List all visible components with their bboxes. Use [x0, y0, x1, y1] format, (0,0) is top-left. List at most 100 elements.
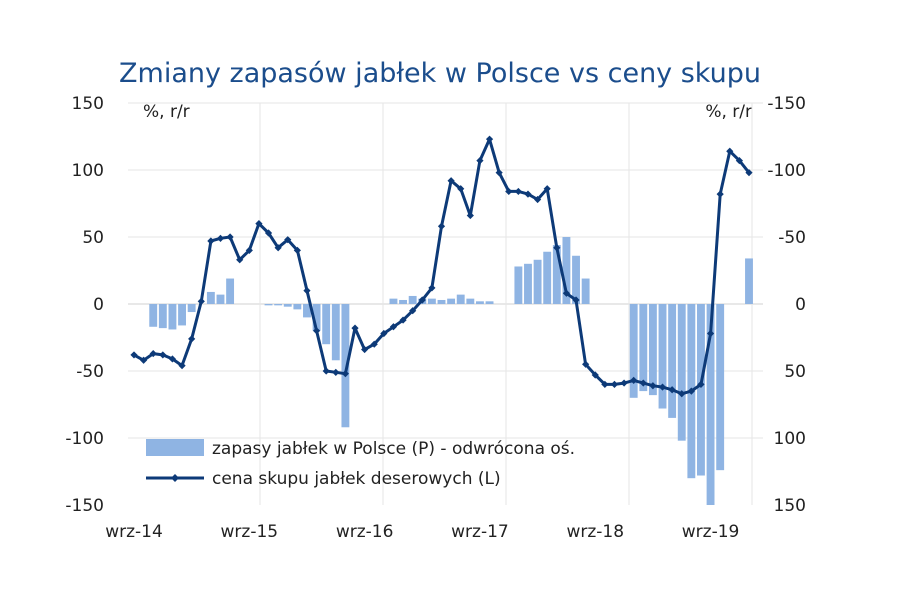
bar	[437, 299, 446, 304]
line-point	[274, 244, 282, 252]
line-point	[524, 190, 532, 198]
x-tick-label: wrz-16	[336, 522, 394, 542]
line-point	[140, 356, 148, 364]
bar	[178, 304, 186, 326]
line-point	[745, 169, 753, 177]
line-point	[639, 379, 647, 387]
line-point	[582, 360, 590, 368]
bar	[572, 255, 580, 304]
bar	[149, 304, 158, 327]
line-point	[149, 349, 157, 358]
line-point	[255, 220, 263, 228]
x-tick-label: wrz-15	[221, 522, 279, 542]
bar	[552, 245, 561, 304]
x-tick-label: wrz-17	[451, 522, 509, 542]
right-axis-unit: %, r/r	[705, 102, 752, 122]
line-point	[188, 335, 196, 343]
line-point	[293, 246, 301, 254]
left-tick-label: -150	[65, 496, 104, 516]
line-point	[678, 390, 686, 398]
bar	[187, 304, 196, 313]
line-point	[389, 323, 398, 331]
bar	[562, 237, 571, 304]
line-point	[706, 329, 715, 338]
line-point	[457, 185, 465, 193]
bar	[158, 304, 167, 329]
chart-title: Zmiany zapasów jabłek w Polsce vs ceny s…	[119, 58, 761, 89]
line-point	[620, 379, 628, 387]
bar	[629, 304, 638, 398]
line-point	[370, 340, 378, 348]
right-tick-label: 50	[784, 362, 806, 382]
legend-bar-swatch	[146, 439, 204, 456]
line-point	[409, 307, 417, 315]
bar	[341, 304, 350, 428]
right-tick-label: 100	[774, 429, 806, 449]
line-point	[649, 382, 657, 390]
bar	[475, 301, 484, 304]
line-point	[697, 380, 705, 388]
left-tick-label: 100	[72, 161, 104, 181]
line-point	[735, 157, 743, 165]
line-series	[130, 135, 753, 398]
bar	[745, 258, 753, 304]
left-axis-unit: %, r/r	[143, 102, 190, 122]
line-point	[610, 380, 619, 388]
line-point	[178, 362, 186, 370]
line-point	[216, 234, 225, 242]
legend-line-marker	[171, 474, 179, 482]
line-point	[514, 187, 522, 196]
right-tick-label: -50	[778, 228, 806, 248]
line-point	[726, 147, 734, 155]
line-point	[562, 289, 571, 297]
line-point	[130, 351, 138, 359]
left-tick-label: -50	[76, 362, 104, 382]
line-point	[533, 195, 542, 204]
bar	[668, 304, 677, 418]
bar	[216, 294, 225, 304]
line-point	[322, 367, 330, 375]
x-tick-label: wrz-14	[105, 522, 163, 542]
line-point	[341, 370, 350, 378]
bar	[677, 304, 686, 441]
x-tick-label: wrz-19	[682, 522, 740, 542]
bar	[427, 298, 436, 304]
line-point	[168, 355, 177, 363]
line-point	[428, 284, 436, 292]
line-point	[668, 386, 676, 394]
bar	[524, 263, 532, 304]
line-point	[630, 376, 638, 384]
right-axis: -150 -100 -50 0 50 100 150	[767, 94, 806, 516]
line-point	[591, 371, 599, 379]
right-tick-label: 0	[795, 295, 806, 315]
bar	[543, 251, 552, 304]
bar	[485, 301, 494, 304]
bar	[706, 304, 715, 505]
bar	[581, 278, 590, 304]
bar	[264, 304, 273, 306]
x-tick-label: wrz-18	[566, 522, 624, 542]
line-point	[399, 316, 407, 324]
line-point	[543, 185, 551, 193]
line-point	[553, 244, 561, 252]
x-axis: wrz-14 wrz-15 wrz-16 wrz-17 wrz-18 wrz-19	[105, 522, 739, 542]
line-point	[418, 296, 426, 304]
bar	[399, 299, 408, 304]
line-point	[601, 380, 609, 388]
right-tick-label: 150	[774, 496, 806, 516]
bar	[716, 304, 725, 471]
line-point	[495, 169, 503, 177]
line-point	[361, 345, 369, 354]
bar	[456, 294, 465, 304]
left-tick-label: 150	[72, 94, 104, 114]
line-point	[485, 135, 494, 143]
line-point	[264, 229, 273, 237]
left-tick-label: 50	[82, 228, 104, 248]
left-tick-label: 0	[93, 295, 104, 315]
bar	[312, 304, 321, 331]
line-point	[159, 351, 167, 359]
bar	[226, 278, 235, 304]
bar	[514, 266, 523, 304]
line-point	[236, 256, 244, 264]
